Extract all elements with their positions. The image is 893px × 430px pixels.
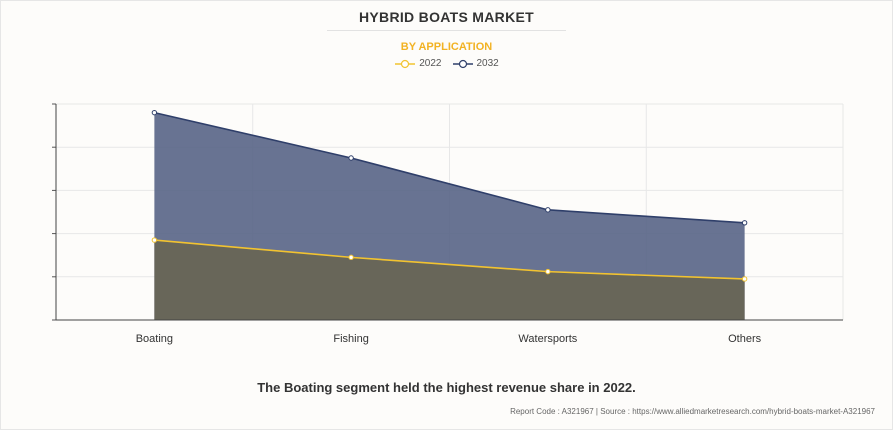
x-tick-label: Fishing bbox=[333, 333, 368, 345]
legend-label-2032: 2032 bbox=[476, 58, 499, 69]
data-point-2032 bbox=[151, 109, 158, 116]
series-area-2022 bbox=[154, 240, 745, 320]
legend-item-2022[interactable]: 2022 bbox=[394, 58, 442, 69]
data-point-2032 bbox=[348, 155, 354, 161]
x-tick-label: Watersports bbox=[518, 333, 577, 345]
legend-marker-2032-icon bbox=[452, 59, 473, 68]
data-point-2022 bbox=[151, 237, 158, 243]
data-point-2022 bbox=[741, 276, 748, 282]
x-tick-label: Others bbox=[728, 333, 762, 345]
legend-marker-2022-icon bbox=[395, 59, 416, 68]
data-point-2032 bbox=[545, 207, 551, 213]
data-point-2032 bbox=[741, 220, 748, 226]
legend-item-2032[interactable]: 2032 bbox=[452, 58, 499, 69]
title-divider bbox=[327, 30, 566, 31]
chart-title: HYBRID BOATS MARKET bbox=[359, 9, 534, 25]
source-footer: Report Code : A321967 | Source : https:/… bbox=[510, 407, 875, 416]
data-point-2022 bbox=[348, 254, 354, 261]
x-tick-label: Boating bbox=[136, 333, 173, 345]
data-point-2022 bbox=[545, 268, 551, 275]
chart-subtitle: BY APPLICATION bbox=[400, 41, 493, 53]
series-line-2032 bbox=[154, 111, 745, 224]
series-line-2022 bbox=[154, 239, 745, 280]
legend-label-2022: 2022 bbox=[419, 58, 442, 69]
legend: 2022 2032 bbox=[0, 58, 893, 69]
chart-caption: The Boating segment held the highest rev… bbox=[257, 380, 636, 395]
